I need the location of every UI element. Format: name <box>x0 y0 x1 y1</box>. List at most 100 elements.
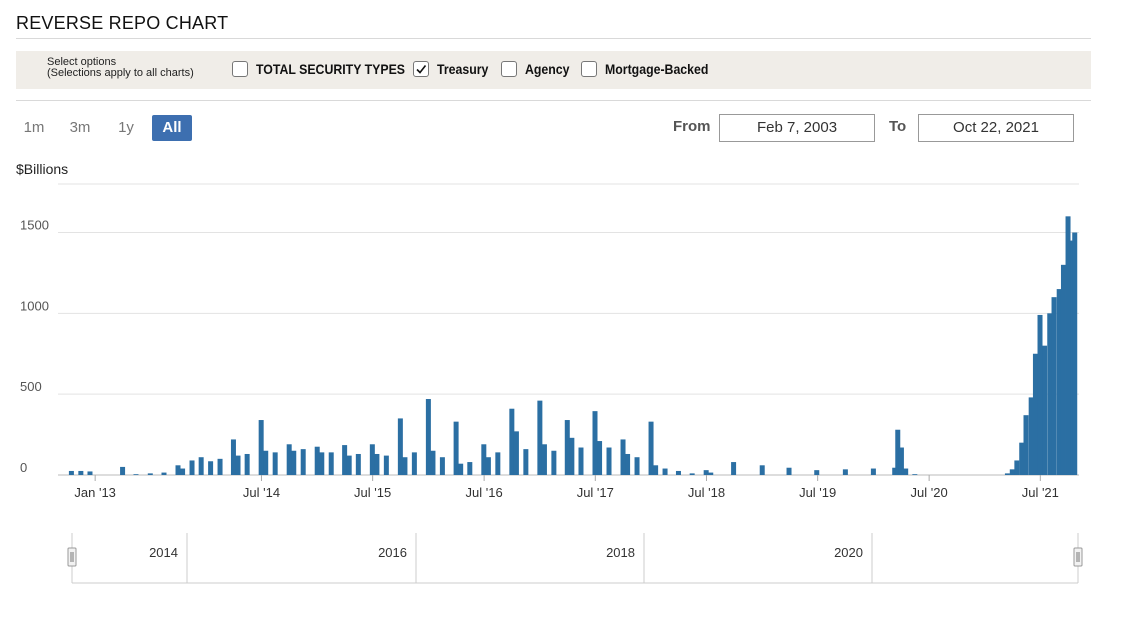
bar <box>1056 289 1062 475</box>
bar <box>87 471 93 475</box>
y-tick-label: 0 <box>20 460 27 475</box>
option-agency[interactable]: Agency <box>501 61 576 77</box>
range-1y-button[interactable]: 1y <box>118 119 134 136</box>
bar <box>161 472 167 475</box>
bar <box>425 399 431 475</box>
bar <box>133 474 139 475</box>
bar <box>1009 469 1015 475</box>
bar <box>564 420 570 475</box>
bar <box>453 421 459 475</box>
bar <box>606 447 612 475</box>
bar <box>319 452 325 475</box>
bar <box>1051 297 1057 475</box>
bar <box>509 408 515 475</box>
bar <box>374 453 380 475</box>
x-tick-label: Jan '13 <box>74 485 116 500</box>
to-date-input[interactable]: Oct 22, 2021 <box>918 114 1074 142</box>
bar <box>342 445 348 475</box>
bar <box>180 468 186 475</box>
navigator-year-label: 2014 <box>149 545 178 560</box>
bar <box>759 465 765 475</box>
bar <box>786 467 792 475</box>
bar <box>578 447 584 475</box>
bar <box>485 457 491 475</box>
option-total-security-types[interactable]: TOTAL SECURITY TYPES <box>232 61 425 77</box>
range-3m-button[interactable]: 3m <box>69 119 91 136</box>
navigator-year-label: 2018 <box>606 545 635 560</box>
bar <box>272 452 278 475</box>
x-tick-label: Jul '14 <box>243 485 280 500</box>
bar <box>653 465 659 475</box>
bar <box>814 470 820 475</box>
bar <box>369 444 375 475</box>
bar <box>1004 473 1010 475</box>
bar <box>147 473 153 475</box>
x-tick-label: Jul '18 <box>688 485 725 500</box>
bar <box>703 470 709 475</box>
bar <box>551 450 557 475</box>
bar <box>198 457 204 475</box>
bar <box>439 457 445 475</box>
bar <box>541 444 547 475</box>
bar <box>898 447 904 475</box>
range-1m-button[interactable]: 1m <box>23 119 45 136</box>
bar <box>397 418 403 475</box>
bar <box>662 468 668 475</box>
bar <box>346 455 352 475</box>
bar <box>708 472 714 475</box>
range-all-button[interactable]: All <box>152 115 192 141</box>
bar <box>731 462 737 475</box>
bar <box>513 431 519 475</box>
option-treasury[interactable]: Treasury <box>413 61 495 77</box>
checkbox[interactable] <box>232 61 248 77</box>
checkbox[interactable] <box>413 61 429 77</box>
x-tick-label: Jul '20 <box>911 485 948 500</box>
from-date-input[interactable]: Feb 7, 2003 <box>719 114 875 142</box>
bar <box>402 457 408 475</box>
navigator-right-handle[interactable] <box>1073 547 1083 567</box>
bar <box>523 449 529 475</box>
navigator-left-handle[interactable] <box>67 547 77 567</box>
checkbox[interactable] <box>501 61 517 77</box>
bar <box>78 470 84 475</box>
bar <box>300 449 306 475</box>
option-mortgage-backed[interactable]: Mortgage-Backed <box>581 61 722 77</box>
bar <box>467 462 473 475</box>
bar <box>230 439 236 475</box>
bar <box>68 470 74 475</box>
options-divider <box>16 100 1091 101</box>
bar <box>208 461 214 475</box>
bar <box>291 450 297 475</box>
bar <box>244 453 250 475</box>
y-tick-label: 500 <box>20 379 42 394</box>
bar <box>912 474 918 475</box>
bar <box>286 444 292 475</box>
bar <box>1047 313 1053 475</box>
bar <box>1060 264 1066 475</box>
bar <box>1019 442 1025 475</box>
bar <box>648 421 654 475</box>
bar <box>411 452 417 475</box>
options-bar: Select options (Selections apply to all … <box>16 51 1091 89</box>
bar <box>217 458 223 475</box>
bar <box>1042 345 1048 475</box>
bar <box>314 446 320 475</box>
bar <box>355 453 361 475</box>
options-help-line2: (Selections apply to all charts) <box>47 67 194 79</box>
bar <box>537 400 543 475</box>
bar <box>592 411 598 475</box>
bar <box>675 470 681 475</box>
bar <box>597 441 603 475</box>
bar <box>328 452 334 475</box>
option-label: TOTAL SECURITY TYPES <box>256 61 406 77</box>
y-tick-label: 1500 <box>20 218 49 233</box>
bar <box>263 450 269 475</box>
x-tick-label: Jul '17 <box>577 485 614 500</box>
bar <box>1037 314 1043 475</box>
checkbox[interactable] <box>581 61 597 77</box>
bar <box>175 465 181 475</box>
bar <box>1023 415 1029 475</box>
navigator[interactable]: 2014 2016 2018 2020 <box>67 533 1083 584</box>
x-tick-label: Jul '21 <box>1022 485 1059 500</box>
